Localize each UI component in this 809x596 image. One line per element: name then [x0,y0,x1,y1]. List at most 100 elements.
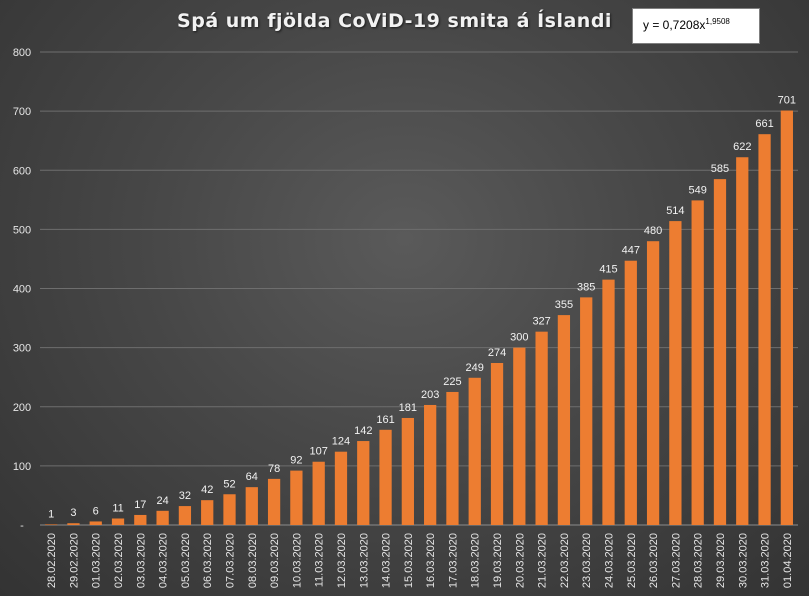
bar [468,377,481,525]
data-label: 701 [778,95,796,107]
x-tick-label: 17.03.2020 [447,533,459,588]
x-tick-label: 25.03.2020 [626,533,638,588]
bar [557,315,571,525]
x-tick-label: 03.03.2020 [135,533,147,588]
bar [45,524,58,525]
data-label: 17 [134,499,146,511]
data-label: 24 [156,495,168,507]
data-label: 327 [532,316,550,328]
x-tick-label: 18.03.2020 [470,533,482,588]
data-label: 225 [443,376,461,388]
x-tick-label: 27.03.2020 [670,533,682,588]
data-label: 549 [688,184,706,196]
bar [669,221,682,525]
bar [401,417,414,525]
x-tick-label: 01.04.2020 [782,533,794,588]
data-label: 203 [421,389,439,401]
bar [89,521,102,525]
x-tick-label: 29.03.2020 [715,533,727,588]
bar [736,157,749,525]
data-label: 107 [309,446,327,458]
x-tick-label: 06.03.2020 [202,533,214,588]
x-tick-label: 01.03.2020 [91,533,103,588]
data-label: 249 [466,362,484,374]
trendline-equation-exponent: 1,9508 [705,17,730,26]
data-label: 6 [93,505,99,517]
trendline-equation: y = 0,7208x1,9508 [632,8,760,44]
data-label: 300 [510,332,528,344]
y-tick-label: 300 [13,343,31,355]
x-tick-label: 07.03.2020 [225,533,237,588]
bar [223,494,236,525]
x-tick-label: 22.03.2020 [559,533,571,588]
bar [245,487,258,525]
x-tick-label: 04.03.2020 [158,533,170,588]
bar [490,362,504,525]
x-tick-label: 28.03.2020 [693,533,705,588]
bar [267,478,281,525]
data-label: 64 [246,471,258,483]
bar [156,510,169,525]
bar [111,518,125,525]
y-tick-label: 600 [13,165,31,177]
x-tick-label: 09.03.2020 [269,533,281,588]
y-tick-label: - [20,520,24,532]
y-axis: - 100 200 300 400 500 600 700 800 [13,47,31,532]
bar [580,297,593,525]
x-tick-label: 15.03.2020 [403,533,415,588]
x-tick-label: 26.03.2020 [648,533,660,588]
y-tick-label: 100 [13,461,31,473]
bar [602,279,615,525]
data-label: 514 [666,205,684,217]
bar [379,429,392,525]
data-label: 3 [70,507,76,519]
data-label: 124 [332,436,350,448]
bar [290,470,303,525]
bar [357,441,370,525]
x-tick-label: 10.03.2020 [291,533,303,588]
bar [758,134,771,525]
bar [535,331,548,525]
data-label: 622 [733,141,751,153]
data-label: 385 [577,281,595,293]
bar [424,404,437,525]
x-tick-label: 29.02.2020 [68,533,80,588]
data-label: 661 [755,118,773,130]
bar [312,461,325,525]
bar [713,179,727,525]
x-tick-label: 12.03.2020 [336,533,348,588]
trendline-equation-base: y = 0,7208x [643,18,706,32]
data-label: 78 [268,463,280,475]
y-tick-label: 700 [13,106,31,118]
x-tick-label: 24.03.2020 [604,533,616,588]
x-tick-label: 30.03.2020 [737,533,749,588]
bar [201,500,214,525]
data-label: 11 [112,502,123,514]
x-tick-label: 19.03.2020 [492,533,504,588]
data-label: 274 [488,347,506,359]
data-label: 142 [354,425,372,437]
data-label: 181 [399,402,417,414]
x-tick-label: 31.03.2020 [760,533,772,588]
bar [67,523,80,525]
x-tick-label: 02.03.2020 [113,533,125,588]
y-tick-label: 500 [13,224,31,236]
x-tick-label: 16.03.2020 [425,533,437,588]
x-tick-label: 23.03.2020 [581,533,593,588]
data-label: 480 [644,225,662,237]
x-tick-label: 13.03.2020 [358,533,370,588]
bar [134,514,147,525]
data-label: 1 [48,508,54,520]
data-label: 32 [179,490,191,502]
bar [780,110,793,525]
data-label: 415 [599,264,617,276]
bar [446,391,459,525]
x-tick-label: 28.02.2020 [46,533,58,588]
bars [45,110,793,525]
y-tick-label: 800 [13,47,31,59]
data-label: 42 [201,484,213,496]
bar [513,347,526,525]
bar [691,200,704,525]
bar [334,451,348,525]
x-tick-label: 08.03.2020 [247,533,259,588]
